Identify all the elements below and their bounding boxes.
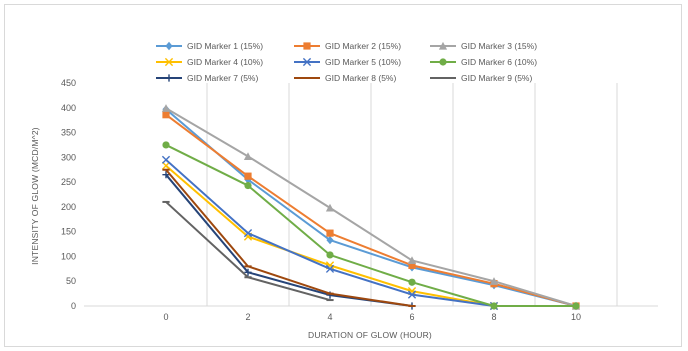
data-point [162, 111, 170, 119]
legend-label: GID Marker 9 (5%) [461, 73, 532, 83]
y-tick-label: 300 [61, 152, 76, 162]
y-tick-label: 350 [61, 128, 76, 138]
legend-label: GID Marker 3 (15%) [461, 41, 537, 51]
series-line [165, 144, 576, 307]
data-point [244, 181, 252, 190]
legend-item: GID Marker 6 (10%) [430, 57, 537, 67]
data-point [407, 256, 417, 265]
x-tick-label: 0 [163, 312, 168, 322]
legend-swatch-marker [438, 41, 448, 50]
series-line [165, 113, 577, 307]
legend-swatch-marker [439, 58, 447, 66]
data-point [325, 203, 335, 212]
legend-swatch-marker [303, 42, 311, 50]
data-point [161, 104, 171, 112]
data-point [408, 278, 416, 286]
legend-item: GID Marker 2 (15%) [294, 41, 401, 51]
legend-swatch-marker [165, 74, 173, 82]
data-point [243, 152, 253, 160]
series-3 [161, 104, 581, 310]
legend-item: GID Marker 8 (5%) [294, 73, 396, 83]
legend-label: GID Marker 8 (5%) [325, 73, 396, 83]
data-point [161, 155, 171, 164]
data-point [326, 251, 334, 259]
legend-label: GID Marker 5 (10%) [325, 57, 401, 67]
legend-label: GID Marker 7 (5%) [187, 73, 258, 83]
x-axis-title: DURATION OF GLOW (HOUR) [308, 330, 432, 340]
legend: GID Marker 1 (15%) GID Marker 2 (15%) GID … [156, 41, 537, 83]
data-point [326, 235, 334, 245]
legend-swatch-marker [164, 57, 174, 67]
y-tick-label: 400 [61, 103, 76, 113]
x-tick-label: 10 [571, 312, 581, 322]
data-point [326, 229, 334, 237]
data-point [407, 290, 417, 299]
data-point [325, 264, 335, 273]
legend-label: GID Marker 6 (10%) [461, 57, 537, 67]
data-point [490, 302, 498, 310]
legend-label: GID Marker 2 (15%) [325, 41, 401, 51]
data-point [162, 171, 170, 179]
data-point [244, 268, 252, 276]
legend-item: GID Marker 3 (15%) [430, 41, 537, 51]
data-point [408, 261, 416, 269]
legend-label: GID Marker 1 (15%) [187, 41, 263, 51]
legend-swatch-marker [165, 41, 173, 51]
y-tick-label: 200 [61, 202, 76, 212]
series-layer [161, 104, 581, 311]
y-tick-label: 150 [61, 227, 76, 237]
data-point [162, 141, 170, 149]
legend-item: GID Marker 5 (10%) [294, 57, 401, 67]
y-tick-label: 450 [61, 78, 76, 88]
x-tick-label: 4 [327, 312, 332, 322]
data-point [572, 302, 580, 310]
series-line [165, 108, 577, 307]
axes: 0 50 100 150 200 250 300 350 400 450 0 2 4 6 8 10 [61, 78, 658, 322]
y-axis-title: INTENSITY OF GLOW (MCD/M^2) [30, 127, 40, 265]
series-line [165, 107, 577, 307]
data-point [243, 229, 253, 238]
data-point [489, 277, 499, 285]
series-line [165, 169, 413, 307]
series-6 [162, 141, 580, 310]
legend-item: GID Marker 4 (10%) [156, 57, 263, 67]
legend-swatch-marker [302, 57, 312, 67]
data-point [161, 161, 171, 170]
y-tick-label: 100 [61, 251, 76, 261]
y-tick-label: 0 [71, 301, 76, 311]
x-tick-label: 2 [245, 312, 250, 322]
legend-item: GID Marker 9 (5%) [430, 73, 532, 83]
x-tick-label: 8 [491, 312, 496, 322]
legend-item: GID Marker 1 (15%) [156, 41, 263, 51]
y-tick-label: 250 [61, 177, 76, 187]
data-point [244, 172, 252, 180]
series-9 [162, 200, 334, 302]
y-tick-label: 50 [66, 276, 76, 286]
legend-label: GID Marker 4 (10%) [187, 57, 263, 67]
x-tick-label: 6 [409, 312, 414, 322]
chart-frame [4, 4, 682, 347]
series-8 [162, 168, 416, 307]
legend-item: GID Marker 7 (5%) [156, 73, 258, 83]
